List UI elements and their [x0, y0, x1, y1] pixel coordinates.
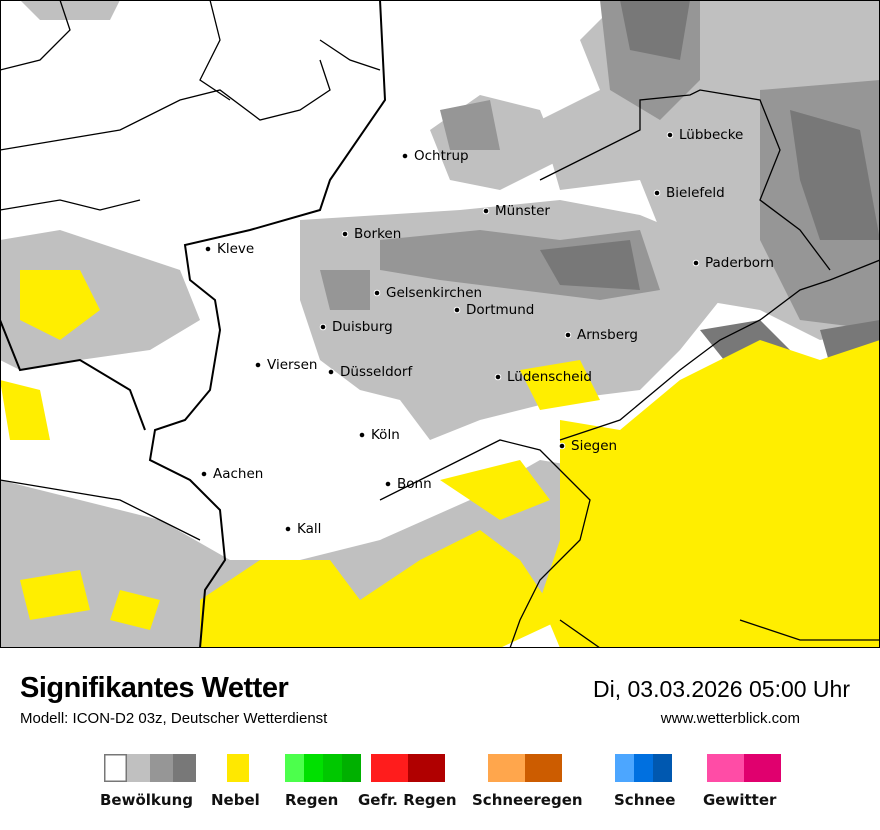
legend-color	[634, 754, 653, 782]
city-dot	[284, 525, 292, 533]
legend-color	[150, 754, 173, 782]
legend-color	[127, 754, 150, 782]
city-dot	[341, 230, 349, 238]
city-düsseldorf: Düsseldorf	[327, 364, 413, 380]
city-paderborn: Paderborn	[692, 255, 774, 271]
city-name: Dortmund	[466, 302, 534, 318]
city-name: Borken	[354, 226, 401, 242]
legend-color	[323, 754, 342, 782]
city-name: Kleve	[217, 241, 254, 257]
city-kall: Kall	[284, 521, 321, 537]
city-dot	[358, 431, 366, 439]
city-name: Lüdenscheid	[507, 369, 592, 385]
city-name: Duisburg	[332, 319, 393, 335]
city-dot	[453, 306, 461, 314]
legend-color	[285, 754, 304, 782]
city-name: Bielefeld	[666, 185, 725, 201]
city-name: Aachen	[213, 466, 263, 482]
city-siegen: Siegen	[558, 438, 617, 454]
city-borken: Borken	[341, 226, 401, 242]
city-bonn: Bonn	[384, 476, 432, 492]
city-name: Köln	[371, 427, 400, 443]
city-duisburg: Duisburg	[319, 319, 393, 335]
city-dot	[666, 131, 674, 139]
city-name: Gelsenkirchen	[386, 285, 482, 301]
city-dot	[692, 259, 700, 267]
city-lübbecke: Lübbecke	[666, 127, 743, 143]
legend-color	[104, 754, 127, 782]
city-dot	[373, 289, 381, 297]
city-name: Paderborn	[705, 255, 774, 271]
city-name: Arnsberg	[577, 327, 638, 343]
city-arnsberg: Arnsberg	[564, 327, 638, 343]
legend-label: Bewölkung	[100, 791, 193, 809]
legend-swatch-1	[227, 754, 249, 782]
legend-color	[342, 754, 361, 782]
city-name: Lübbecke	[679, 127, 743, 143]
city-dot	[200, 470, 208, 478]
fog-layer	[0, 270, 880, 648]
legend-label: Schnee	[614, 791, 676, 809]
city-labels: Ochtrup Lübbecke Bielefeld Münster Borken Kle…	[200, 127, 774, 537]
city-bielefeld: Bielefeld	[653, 185, 725, 201]
city-dot	[482, 207, 490, 215]
website-link[interactable]: www.wetterblick.com	[660, 710, 800, 727]
city-dortmund: Dortmund	[453, 302, 534, 318]
legend-swatch-6	[707, 754, 781, 782]
city-name: Kall	[297, 521, 321, 537]
legend-label: Schneeregen	[472, 791, 583, 809]
city-gelsenkirchen: Gelsenkirchen	[373, 285, 482, 301]
city-name: Ochtrup	[414, 148, 469, 164]
city-münster: Münster	[482, 203, 550, 219]
map-title: Signifikantes Wetter	[20, 672, 289, 704]
city-viersen: Viersen	[254, 357, 317, 373]
city-name: Düsseldorf	[340, 364, 413, 380]
city-dot	[653, 189, 661, 197]
city-kleve: Kleve	[204, 241, 254, 257]
legend-swatch-4	[488, 754, 562, 782]
legend-color	[707, 754, 744, 782]
forecast-datetime: Di, 03.03.2026 05:00 Uhr	[592, 676, 850, 702]
city-dot	[319, 323, 327, 331]
city-dot	[327, 368, 335, 376]
legend-color	[615, 754, 634, 782]
legend-label: Gefr. Regen	[358, 791, 457, 809]
city-dot	[204, 245, 212, 253]
legend-color	[488, 754, 525, 782]
legend-color	[304, 754, 323, 782]
city-köln: Köln	[358, 427, 400, 443]
city-name: Viersen	[267, 357, 317, 373]
weather-map: Ochtrup Lübbecke Bielefeld Münster Borken Kle…	[0, 0, 880, 648]
legend-color	[173, 754, 196, 782]
borders	[0, 0, 880, 648]
legend-swatch-2	[285, 754, 361, 782]
city-dot	[494, 373, 502, 381]
city-lüdenscheid: Lüdenscheid	[494, 369, 592, 385]
legend-color	[744, 754, 781, 782]
legend-label: Gewitter	[703, 791, 777, 809]
city-dot	[254, 361, 262, 369]
legend-color	[408, 754, 445, 782]
city-name: Siegen	[571, 438, 617, 454]
legend-label: Regen	[285, 791, 339, 809]
legend-swatch-5	[615, 754, 672, 782]
city-dot	[564, 331, 572, 339]
city-ochtrup: Ochtrup	[401, 148, 469, 164]
city-dot	[558, 442, 566, 450]
legend-swatch-0	[104, 754, 196, 782]
legend-color	[653, 754, 672, 782]
model-info: Modell: ICON-D2 03z, Deutscher Wetterdie…	[20, 710, 328, 727]
city-dot	[384, 480, 392, 488]
legend-color	[227, 754, 249, 782]
footer: Signifikantes Wetter Modell: ICON-D2 03z…	[0, 648, 880, 830]
legend-color	[371, 754, 408, 782]
city-aachen: Aachen	[200, 466, 263, 482]
city-name: Münster	[495, 203, 550, 219]
legend-swatch-3	[371, 754, 445, 782]
legend-color	[525, 754, 562, 782]
city-name: Bonn	[397, 476, 432, 492]
legend-label: Nebel	[211, 791, 260, 809]
city-dot	[401, 152, 409, 160]
